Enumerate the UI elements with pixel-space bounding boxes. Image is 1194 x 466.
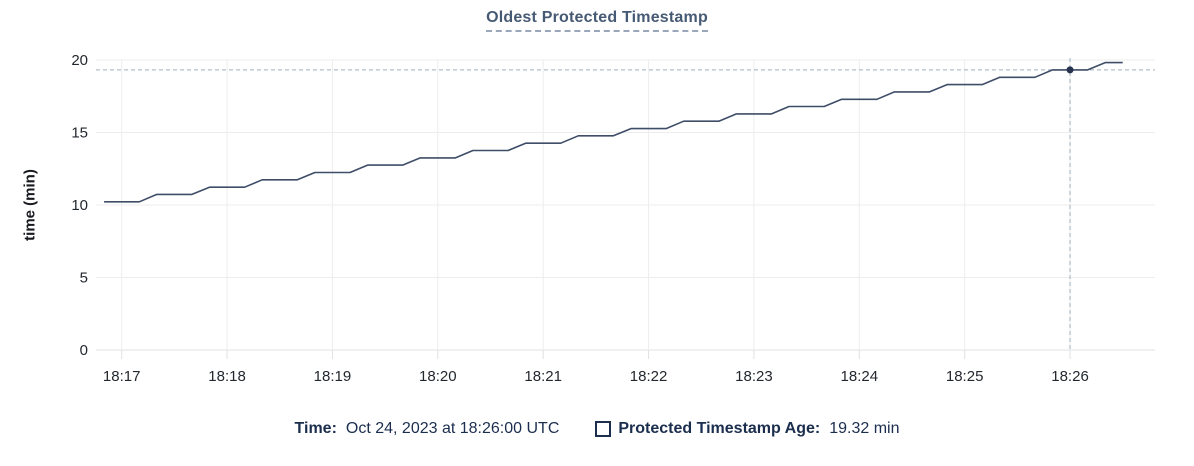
series-line-protected-timestamp-age [104,61,1123,203]
x-tick-label: 18:24 [841,368,879,385]
y-gridlines [96,59,1155,351]
series-label: Protected Timestamp Age: [618,420,821,437]
series-value: 19.32 min [829,420,900,437]
series-swatch-checkbox[interactable] [595,421,612,437]
x-tick-label: 18:18 [208,368,246,385]
tooltip-time-value: Oct 24, 2023 at 18:26:00 UTC [345,420,560,437]
legend-item-protected-timestamp-age[interactable]: Protected Timestamp Age: 19.32 min [595,420,899,438]
x-tick-label: 18:21 [524,368,562,385]
x-tick-label: 18:23 [735,368,773,385]
y-tick-label: 15 [71,125,88,142]
x-tick-label: 18:19 [314,368,352,385]
chart-header: Oldest Protected Timestamp [0,9,1194,32]
x-gridlines [121,60,1071,359]
x-tick-label: 18:25 [946,368,984,385]
x-tick-label: 18:17 [103,368,141,385]
x-tick-label: 18:20 [419,368,457,385]
hover-tooltip-bar: Time: Oct 24, 2023 at 18:26:00 UTC Prote… [0,420,1194,438]
tooltip-time-label: Time: [294,420,337,437]
hover-point-dot [1066,66,1074,74]
y-tick-label: 10 [71,197,88,214]
hover-crosshair [96,58,1155,350]
x-tick-label: 18:26 [1051,368,1089,385]
y-tick-label: 0 [80,342,88,359]
y-tick-labels: 0 5 10 15 20 [71,52,88,359]
plot-hover-area[interactable] [104,60,1155,350]
y-tick-label: 20 [71,52,88,69]
y-tick-label: 5 [80,270,88,287]
chart-title[interactable]: Oldest Protected Timestamp [486,9,708,32]
x-tick-labels: 18:17 18:18 18:19 18:20 18:21 18:22 18:23 18:24… [103,368,1089,385]
x-tick-label: 18:22 [630,368,668,385]
